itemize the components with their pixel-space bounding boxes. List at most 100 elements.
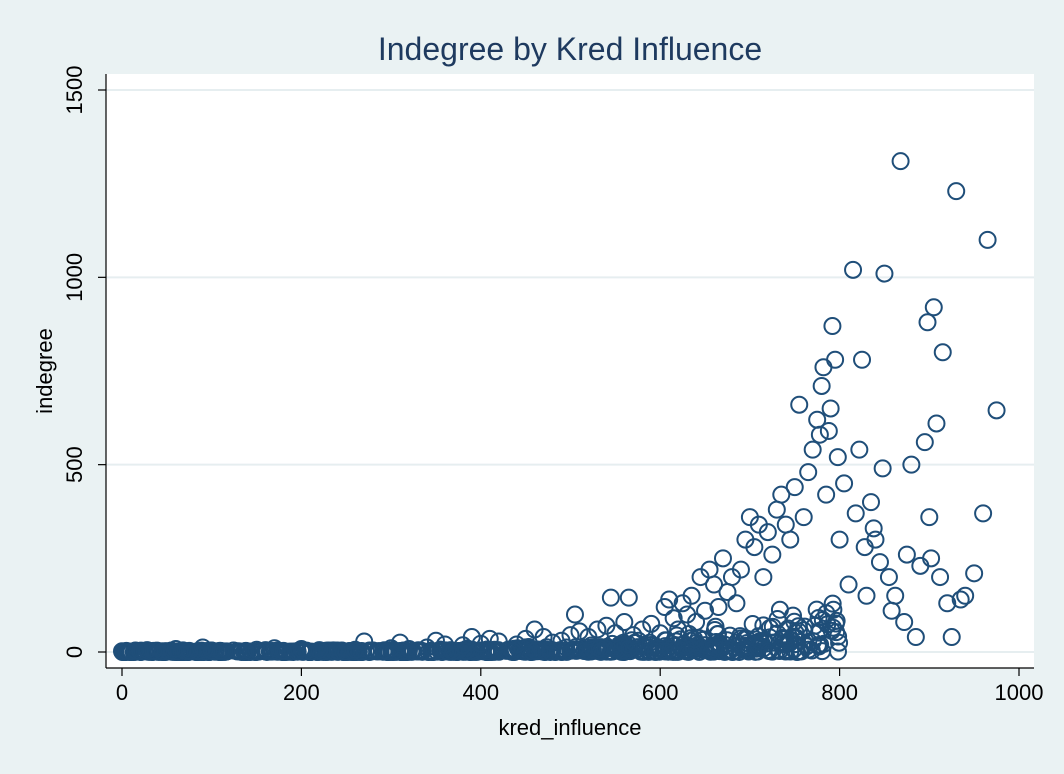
x-tick-label: 0: [116, 680, 128, 705]
data-point: [130, 642, 149, 661]
data-point: [590, 639, 609, 658]
data-point: [760, 642, 779, 661]
data-point: [711, 638, 730, 657]
data-point: [489, 632, 508, 651]
data-point: [382, 639, 401, 658]
data-point: [819, 421, 838, 440]
data-point: [471, 634, 490, 653]
data-point: [799, 463, 818, 482]
data-point: [417, 638, 436, 657]
data-point: [404, 642, 423, 661]
data-point: [180, 641, 199, 660]
data-point: [685, 630, 704, 649]
data-point: [620, 639, 639, 658]
data-point: [731, 627, 750, 646]
data-point: [601, 588, 620, 607]
data-point: [516, 629, 535, 648]
data-point: [166, 640, 185, 659]
data-point: [687, 613, 706, 632]
data-point: [826, 350, 845, 369]
data-point: [265, 639, 284, 658]
data-point: [864, 519, 883, 538]
data-point: [699, 639, 718, 658]
data-point: [274, 641, 293, 660]
data-point: [615, 613, 634, 632]
data-point: [886, 586, 905, 605]
data-point: [974, 504, 993, 523]
data-point: [202, 641, 221, 660]
data-point: [532, 642, 551, 661]
data-point: [534, 628, 553, 647]
data-point: [565, 605, 584, 624]
data-point: [328, 641, 347, 660]
data-point: [924, 298, 943, 317]
data-point: [682, 586, 701, 605]
data-point: [288, 642, 307, 661]
data-point: [247, 640, 266, 659]
data-point: [873, 459, 892, 478]
data-point: [229, 642, 248, 661]
data-point: [866, 530, 885, 549]
data-point: [375, 641, 394, 660]
data-point: [337, 642, 356, 661]
data-point: [987, 401, 1006, 420]
data-point: [792, 642, 811, 661]
data-point: [750, 632, 769, 651]
data-point: [828, 448, 847, 467]
x-tick-label: 800: [821, 680, 858, 705]
data-point: [392, 642, 411, 661]
data-point: [211, 641, 230, 660]
data-point: [624, 626, 643, 645]
data-point: [709, 598, 728, 617]
data-point: [938, 594, 957, 613]
data-point: [786, 623, 805, 642]
data-point: [857, 586, 876, 605]
data-point: [850, 440, 869, 459]
data-point: [588, 620, 607, 639]
data-point: [193, 638, 212, 657]
data-point: [596, 639, 615, 658]
data-point: [462, 628, 481, 647]
data-point: [828, 642, 847, 661]
data-point: [879, 568, 898, 587]
data-point: [570, 622, 589, 641]
data-point: [844, 260, 863, 279]
data-point: [480, 629, 499, 648]
data-point: [743, 614, 762, 633]
data-point: [785, 478, 804, 497]
x-tick-label: 1000: [995, 680, 1044, 705]
data-point: [763, 545, 782, 564]
plot-area: [106, 74, 1034, 668]
data-point: [256, 641, 275, 660]
data-point: [355, 632, 374, 651]
x-tick-label: 200: [283, 680, 320, 705]
data-point: [444, 642, 463, 661]
data-point: [426, 631, 445, 650]
data-point: [505, 639, 524, 658]
data-point: [283, 642, 302, 661]
data-point: [956, 586, 975, 605]
data-point: [431, 640, 450, 659]
data-point: [651, 624, 670, 643]
y-tick-label: 500: [62, 446, 87, 483]
data-point: [435, 635, 454, 654]
data-point: [409, 642, 428, 661]
data-point: [922, 549, 941, 568]
data-point: [583, 640, 602, 659]
data-point: [951, 590, 970, 609]
data-point: [745, 538, 764, 557]
data-point: [810, 425, 829, 444]
data-point: [823, 594, 842, 613]
data-point: [978, 230, 997, 249]
data-point: [660, 590, 679, 609]
data-point: [830, 530, 849, 549]
data-point: [839, 575, 858, 594]
data-point: [543, 633, 562, 652]
data-point: [292, 640, 311, 659]
data-point: [895, 613, 914, 632]
data-point: [814, 634, 833, 653]
data-point: [706, 617, 725, 636]
data-point: [861, 493, 880, 512]
data-point: [781, 530, 800, 549]
